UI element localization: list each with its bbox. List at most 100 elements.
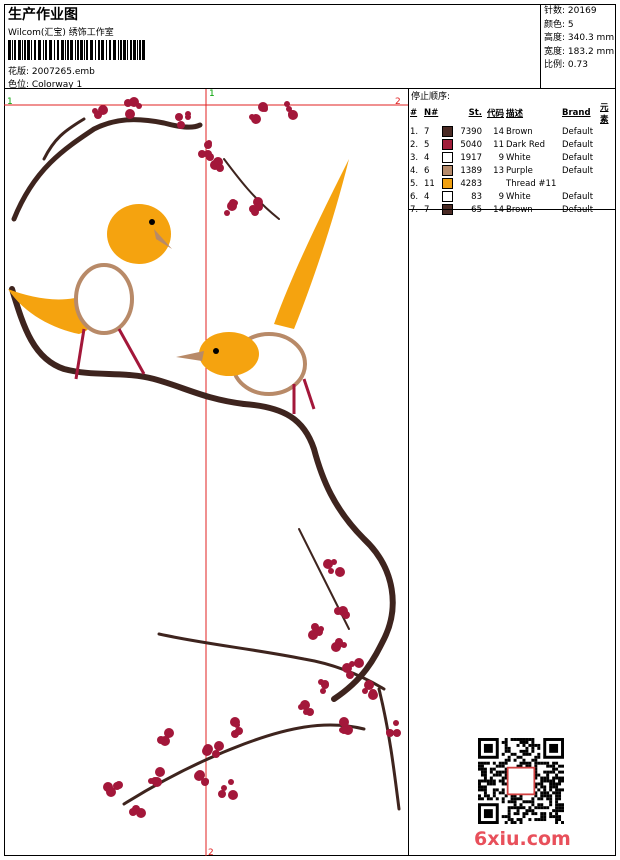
cell-swatch bbox=[441, 190, 455, 203]
embroidery-design[interactable]: 1 1 2 2 bbox=[4, 89, 408, 856]
blossom bbox=[323, 559, 333, 569]
blossom bbox=[320, 688, 326, 694]
cell-brand: Default bbox=[562, 139, 594, 150]
sheet-frame bbox=[4, 4, 616, 856]
design-file: 花版: 2007265.emb bbox=[8, 67, 95, 77]
blossom bbox=[335, 640, 343, 648]
table-row[interactable]: 3. 4 1917 9 White Default bbox=[409, 151, 616, 164]
cell-element bbox=[599, 164, 616, 177]
cell-index: 5. bbox=[410, 178, 419, 189]
panel-divider bbox=[408, 89, 409, 856]
branch-left bbox=[9, 286, 247, 407]
cell-brand: Default bbox=[562, 191, 594, 202]
colorway: 色位: Colorway 1 bbox=[8, 80, 83, 90]
cell-needle: 4 bbox=[424, 191, 430, 202]
cell-brand: Default bbox=[562, 126, 594, 137]
cell-index: 6. bbox=[410, 191, 419, 202]
cell-needle: 5 bbox=[424, 139, 430, 150]
blossom bbox=[201, 778, 209, 786]
blossom bbox=[125, 109, 135, 119]
table-divider bbox=[409, 209, 616, 210]
cell-code: 14 bbox=[493, 126, 504, 137]
cell-swatch bbox=[441, 138, 455, 151]
stop-sequence-panel: 停止顺序: # N# St. 代码 描述 Brand 元素 1. 7 7390 14 B… bbox=[409, 89, 616, 215]
cell-element bbox=[599, 125, 616, 138]
cell-brand: Default bbox=[562, 152, 594, 163]
cell-swatch bbox=[441, 177, 455, 190]
table-row[interactable]: 1. 7 7390 14 Brown Default bbox=[409, 125, 616, 138]
qr-code-icon[interactable] bbox=[478, 738, 564, 824]
color-swatch bbox=[442, 191, 453, 202]
blossom bbox=[224, 210, 230, 216]
header-divider bbox=[4, 88, 616, 89]
blossom bbox=[94, 111, 102, 119]
blossom bbox=[195, 770, 205, 780]
blossom bbox=[339, 607, 345, 613]
color-swatch bbox=[442, 178, 453, 189]
cell-code: 9 bbox=[498, 152, 504, 163]
color-swatch bbox=[442, 126, 453, 137]
company-name: Wilcom(汇宝) 绣饰工作室 bbox=[8, 28, 114, 38]
header: 生产作业图 Wilcom(汇宝) 绣饰工作室 花版: 2007265.emb 色… bbox=[4, 4, 616, 90]
marker-top-right: 2 bbox=[395, 97, 401, 107]
blossom bbox=[136, 808, 146, 818]
blossom bbox=[328, 568, 334, 574]
cell-desc: White bbox=[506, 152, 531, 163]
cell-element bbox=[599, 177, 616, 190]
table-row[interactable]: 2. 5 5040 11 Dark Red Default bbox=[409, 138, 616, 151]
blossom bbox=[228, 779, 234, 785]
blossom bbox=[231, 730, 239, 738]
cell-code: 13 bbox=[493, 165, 504, 176]
branch-top bbox=[11, 117, 203, 222]
blossom bbox=[255, 203, 263, 211]
blossom bbox=[185, 111, 191, 117]
blossom bbox=[335, 567, 345, 577]
blossom bbox=[151, 777, 159, 785]
branch-twig-right bbox=[377, 687, 401, 811]
bird-left bbox=[8, 204, 172, 380]
blossom bbox=[164, 728, 174, 738]
cell-brand: Default bbox=[562, 165, 594, 176]
blossom bbox=[230, 717, 240, 727]
cell-element bbox=[599, 190, 616, 203]
blossom bbox=[386, 729, 394, 737]
blossom bbox=[227, 201, 237, 211]
stop-sequence-title: 停止顺序: bbox=[411, 92, 451, 102]
branch-twig-top bbox=[223, 158, 280, 220]
blossom bbox=[393, 720, 399, 726]
table-row[interactable]: 5. 11 4283 Thread #11 bbox=[409, 177, 616, 190]
branch-lower bbox=[157, 632, 386, 691]
blossom bbox=[286, 106, 292, 112]
blossom bbox=[216, 164, 224, 172]
bird-right bbox=[176, 159, 349, 414]
blossom bbox=[204, 141, 212, 149]
cell-code: 11 bbox=[493, 139, 504, 150]
cell-index: 1. bbox=[410, 126, 419, 137]
cell-stitches: 1917 bbox=[460, 152, 482, 163]
col-desc: 描述 bbox=[506, 109, 524, 119]
blossom bbox=[221, 785, 227, 791]
cell-stitches: 1389 bbox=[460, 165, 482, 176]
color-swatch bbox=[442, 139, 453, 150]
color-swatch bbox=[442, 165, 453, 176]
cell-stitches: 4283 bbox=[460, 178, 482, 189]
blossom bbox=[354, 658, 364, 668]
marker-top-left: 1 bbox=[7, 97, 13, 107]
blossom bbox=[218, 790, 226, 798]
blossom bbox=[175, 113, 183, 121]
cell-brand bbox=[561, 177, 599, 190]
cell-stitches: 7390 bbox=[460, 126, 482, 137]
blossom bbox=[340, 726, 348, 734]
blossom bbox=[113, 782, 121, 790]
blossom bbox=[204, 150, 212, 158]
blossom bbox=[300, 700, 310, 710]
blossom bbox=[203, 744, 213, 754]
table-row[interactable]: 4. 6 1389 13 Purple Default bbox=[409, 164, 616, 177]
blossom bbox=[129, 97, 139, 107]
table-row[interactable]: 6. 4 83 9 White Default bbox=[409, 190, 616, 203]
cell-desc: Purple bbox=[506, 165, 533, 176]
site-logo[interactable]: 6xiu.com bbox=[474, 828, 571, 850]
blossoms bbox=[92, 97, 401, 818]
stat-stitches: 针数: 20169 bbox=[544, 6, 597, 16]
cell-code bbox=[483, 177, 505, 190]
